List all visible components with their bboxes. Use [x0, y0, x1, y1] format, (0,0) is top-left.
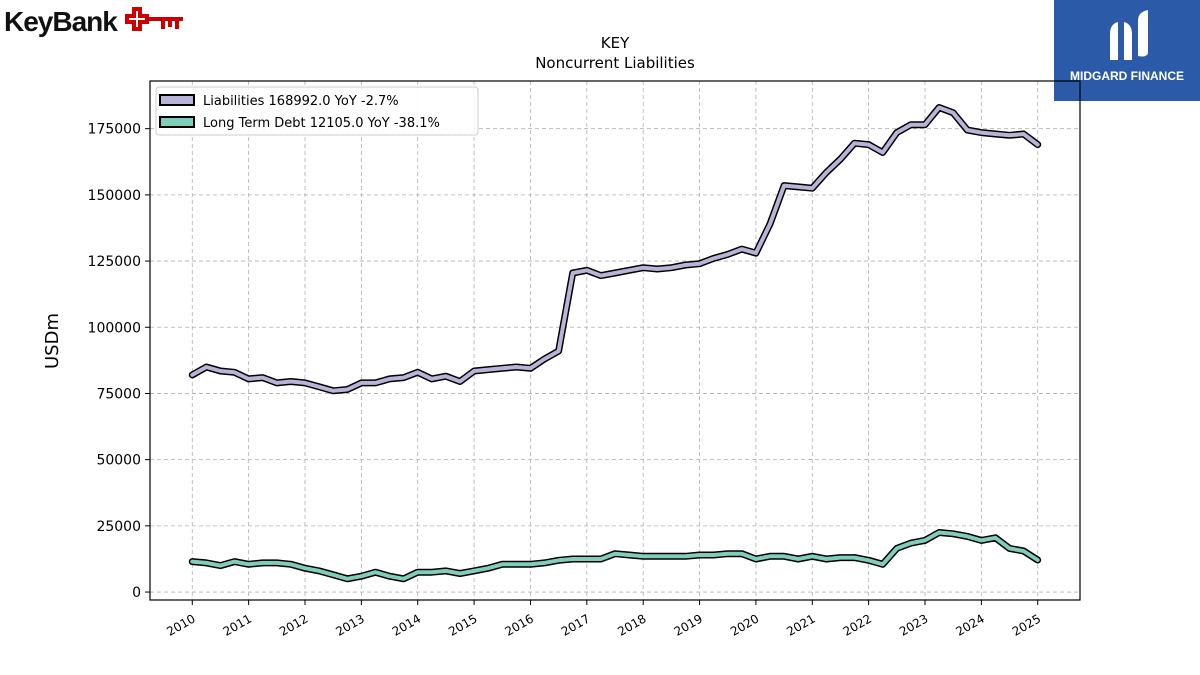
- legend-box: [155, 86, 479, 136]
- badge-name: MIDGARD FINANCE: [1070, 69, 1184, 83]
- y-axis-label: USDm: [42, 313, 63, 369]
- legend-label-1: Long Term Debt 12105.0 YoY -38.1%: [203, 116, 440, 131]
- x-tick-label: 2018: [615, 611, 648, 638]
- legend-swatch-1: [159, 116, 195, 128]
- y-tick-label: 0: [132, 585, 141, 601]
- midgard-finance-badge: MIDGARD FINANCE: [1054, 0, 1200, 101]
- keybank-logo: KeyBank: [4, 4, 185, 40]
- x-tick-label: 2020: [728, 611, 761, 638]
- x-tick-label: 2019: [672, 611, 705, 638]
- y-tick-label: 175000: [88, 122, 141, 138]
- legend-swatch-0: [159, 94, 195, 106]
- x-tick-label: 2013: [333, 611, 366, 638]
- y-tick-label: 50000: [96, 453, 141, 469]
- series-layer: [188, 104, 1042, 583]
- x-tick-label: 2010: [164, 611, 197, 638]
- y-tick-label: 150000: [88, 188, 141, 204]
- x-tick-label: 2011: [221, 611, 254, 638]
- x-tick-label: 2023: [897, 611, 930, 638]
- x-tick-label: 2016: [503, 611, 536, 638]
- x-tick-label: 2024: [953, 611, 986, 638]
- chart-title: KEY: [601, 34, 630, 52]
- x-tick-label: 2012: [277, 611, 310, 638]
- y-axis: 0 25000 50000 75000 100000 125000 150000 175000: [88, 122, 150, 601]
- legend: Liabilities 168992.0 YoY -2.7% Long Term …: [155, 86, 479, 136]
- x-tick-label: 2022: [841, 611, 874, 638]
- x-tick-label: 2021: [784, 611, 817, 638]
- midgard-logo-icon: [1110, 10, 1148, 60]
- x-axis: 2010 2011 2012 2013 2014 2015 2016 2017 2018 2019…: [164, 600, 1043, 639]
- x-tick-label: 2014: [390, 611, 423, 638]
- series-outline-0: [188, 104, 1042, 395]
- y-tick-label: 75000: [96, 386, 141, 402]
- chart-subtitle: Noncurrent Liabilities: [535, 54, 695, 72]
- legend-label-0: Liabilities 168992.0 YoY -2.7%: [203, 94, 399, 109]
- x-tick-label: 2025: [1010, 611, 1043, 638]
- y-tick-label: 100000: [88, 320, 141, 336]
- series-line-0: [190, 105, 1040, 393]
- series-line-1: [190, 530, 1040, 581]
- keybank-wordmark: KeyBank: [4, 6, 118, 37]
- plot-frame: [149, 80, 1081, 601]
- key-icon: [124, 7, 183, 31]
- x-tick-label: 2017: [559, 611, 592, 638]
- grid: [150, 81, 1080, 600]
- y-tick-label: 25000: [96, 519, 141, 535]
- x-tick-label: 2015: [446, 611, 479, 638]
- y-tick-label: 125000: [88, 254, 141, 270]
